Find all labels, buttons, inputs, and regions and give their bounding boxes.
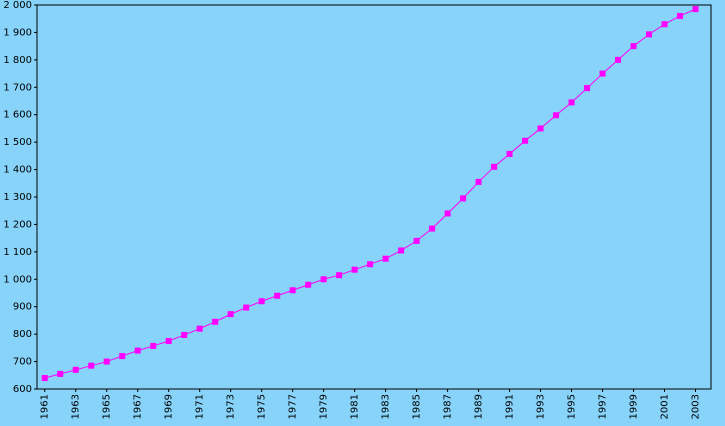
point-marker bbox=[646, 31, 653, 38]
y-tick-label: 1 500 bbox=[3, 137, 32, 148]
x-tick-label: 1963 bbox=[71, 394, 82, 419]
point-marker bbox=[553, 112, 560, 119]
point-marker bbox=[134, 347, 141, 354]
x-tick-label: 2003 bbox=[691, 394, 702, 419]
x-tick-label: 1985 bbox=[412, 394, 423, 419]
point-marker bbox=[429, 225, 436, 232]
x-tick-label: 1997 bbox=[598, 394, 609, 419]
x-tick-label: 1979 bbox=[319, 394, 330, 419]
y-tick-label: 1 900 bbox=[3, 27, 32, 38]
point-marker bbox=[537, 125, 544, 132]
y-tick-label: 600 bbox=[13, 384, 32, 395]
x-tick-label: 1977 bbox=[288, 394, 299, 419]
y-tick-label: 700 bbox=[13, 357, 32, 368]
x-tick-label: 1965 bbox=[102, 394, 113, 419]
x-tick-label: 1981 bbox=[350, 394, 361, 419]
y-tick-label: 1 600 bbox=[3, 110, 32, 121]
point-marker bbox=[243, 304, 250, 311]
x-tick-label: 1971 bbox=[195, 394, 206, 419]
plot-area bbox=[36, 4, 712, 390]
point-marker bbox=[336, 272, 343, 279]
point-marker bbox=[305, 281, 312, 288]
point-marker bbox=[630, 43, 637, 50]
x-tick-label: 1999 bbox=[629, 394, 640, 419]
x-tick-label: 1973 bbox=[226, 394, 237, 419]
x-tick-label: 1987 bbox=[443, 394, 454, 419]
x-tick-label: 1969 bbox=[164, 394, 175, 419]
point-marker bbox=[460, 195, 467, 202]
point-marker bbox=[119, 353, 126, 360]
point-marker bbox=[41, 375, 48, 382]
point-marker bbox=[274, 292, 281, 299]
point-marker bbox=[72, 366, 79, 373]
y-tick-label: 1 300 bbox=[3, 192, 32, 203]
y-tick-label: 1 000 bbox=[3, 274, 32, 285]
x-tick-label: 1983 bbox=[381, 394, 392, 419]
point-marker bbox=[692, 6, 699, 13]
point-marker bbox=[568, 99, 575, 106]
point-marker bbox=[413, 237, 420, 244]
x-tick-label: 1995 bbox=[567, 394, 578, 419]
y-tick-label: 1 700 bbox=[3, 82, 32, 93]
point-marker bbox=[677, 12, 684, 19]
point-marker bbox=[367, 261, 374, 268]
x-tick-label: 1993 bbox=[536, 394, 547, 419]
x-tick-label: 2001 bbox=[660, 394, 671, 419]
point-marker bbox=[88, 362, 95, 369]
point-marker bbox=[661, 21, 668, 28]
point-marker bbox=[351, 266, 358, 273]
point-marker bbox=[584, 85, 591, 92]
point-marker bbox=[212, 318, 219, 325]
point-marker bbox=[196, 325, 203, 332]
point-marker bbox=[57, 370, 64, 377]
point-marker bbox=[150, 342, 157, 349]
y-tick-label: 1 100 bbox=[3, 247, 32, 258]
point-marker bbox=[444, 210, 451, 217]
point-marker bbox=[181, 331, 188, 338]
point-marker bbox=[227, 311, 234, 318]
y-tick-label: 1 800 bbox=[3, 55, 32, 66]
point-marker bbox=[398, 247, 405, 254]
point-marker bbox=[475, 178, 482, 185]
y-tick-label: 1 400 bbox=[3, 165, 32, 176]
point-marker bbox=[491, 163, 498, 170]
y-tick-label: 900 bbox=[13, 302, 32, 313]
y-tick-label: 800 bbox=[13, 329, 32, 340]
point-marker bbox=[103, 358, 110, 365]
point-marker bbox=[522, 137, 529, 144]
x-tick-label: 1975 bbox=[257, 394, 268, 419]
y-tick-label: 1 200 bbox=[3, 219, 32, 230]
x-tick-label: 1989 bbox=[474, 394, 485, 419]
x-tick-label: 1967 bbox=[133, 394, 144, 419]
point-marker bbox=[382, 255, 389, 262]
y-tick-label: 2 000 bbox=[3, 0, 32, 11]
point-marker bbox=[289, 287, 296, 294]
point-marker bbox=[615, 56, 622, 63]
point-marker bbox=[258, 298, 265, 305]
point-marker bbox=[165, 338, 172, 344]
point-marker bbox=[599, 70, 606, 77]
point-marker bbox=[320, 276, 327, 283]
x-tick-label: 1991 bbox=[505, 394, 516, 419]
x-tick-label: 1961 bbox=[40, 394, 51, 419]
point-marker bbox=[506, 150, 513, 157]
